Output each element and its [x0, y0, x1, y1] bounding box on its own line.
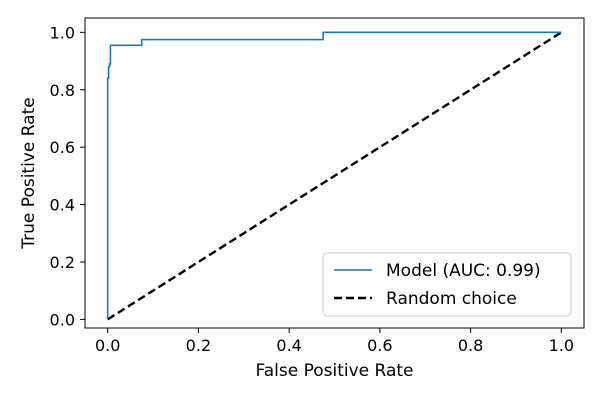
series-line-model	[106, 31, 562, 320]
y-tick-label: 0.8	[50, 81, 75, 100]
legend-label-model: Model (AUC: 0.99)	[386, 261, 541, 281]
x-tick-label: 0.2	[186, 336, 211, 355]
x-tick-label: 0.0	[95, 336, 120, 355]
y-tick-label: 0.4	[50, 196, 75, 215]
y-axis-label: True Positive Rate	[19, 97, 39, 249]
y-tick-label: 0.2	[50, 253, 75, 272]
plot-layer	[106, 31, 562, 321]
legend-label-random-choice: Random choice	[386, 289, 517, 309]
y-tick-label: 0.6	[50, 138, 75, 157]
series-line-random-choice	[107, 31, 562, 321]
legend: Model (AUC: 0.99) Random choice	[322, 252, 572, 317]
legend-box	[322, 252, 572, 317]
ticks-layer: 0.0 0.2 0.4 0.6 0.8 1.0 0.0 0.2 0.4 0.6 0.8 1.0	[50, 23, 574, 355]
x-axis-label: False Positive Rate	[256, 361, 414, 381]
y-tick-label: 1.0	[50, 23, 75, 42]
x-tick-label: 0.8	[458, 336, 483, 355]
x-tick-label: 1.0	[549, 336, 574, 355]
x-tick-label: 0.6	[367, 336, 392, 355]
y-tick-label: 0.0	[50, 310, 75, 329]
x-tick-label: 0.4	[276, 336, 301, 355]
plot-area-frame	[84, 17, 585, 329]
